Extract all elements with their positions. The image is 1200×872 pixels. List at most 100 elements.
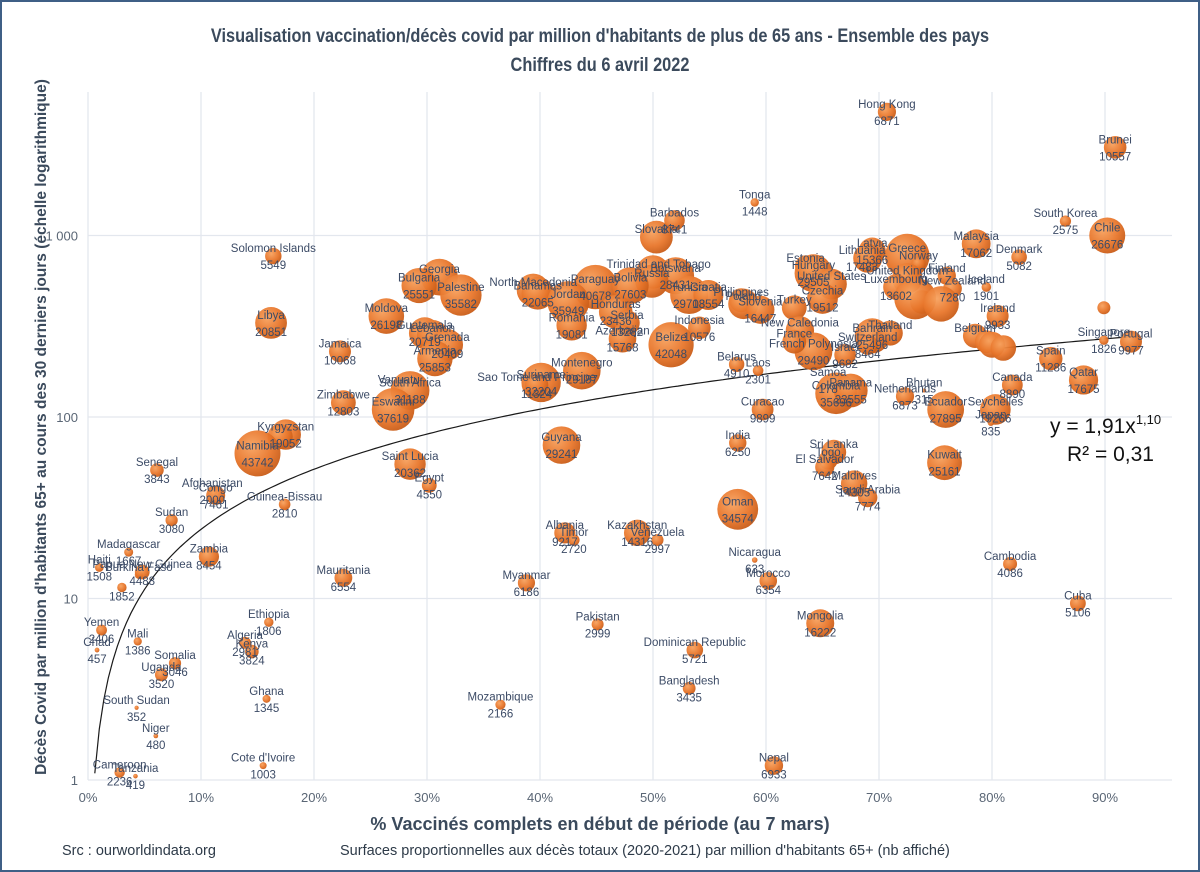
bubble-nicaragua[interactable] [751, 557, 758, 563]
bubble-tanzania[interactable] [133, 773, 138, 779]
bubble-senegal[interactable] [150, 463, 164, 477]
bubble-papua-new-guinea[interactable] [134, 564, 150, 580]
bubble-guinea-bissau[interactable] [278, 498, 291, 511]
bubble-austria[interactable] [923, 286, 959, 322]
bubble-bahamas[interactable] [521, 277, 555, 310]
bubble-sao-tome-and-principe[interactable] [524, 373, 549, 397]
bubble-ghana[interactable] [262, 694, 271, 703]
bubble-japan[interactable] [987, 419, 995, 426]
bubble-mongolia[interactable] [806, 609, 835, 638]
bubble-belize[interactable] [648, 322, 694, 368]
bubble-india[interactable] [729, 434, 747, 452]
bubble-somalia[interactable] [168, 657, 182, 670]
bubble-kuwait[interactable] [927, 445, 962, 481]
bubble-ethiopia[interactable] [264, 617, 274, 627]
bubble-mali[interactable] [133, 637, 142, 646]
bubble-saint-lucia[interactable] [394, 448, 426, 480]
bubble-indonesia[interactable] [688, 316, 711, 340]
bubble-laos[interactable] [752, 365, 764, 376]
bubble-algeria[interactable] [239, 636, 252, 649]
bubble-venezuela[interactable] [651, 534, 664, 547]
bubble-netherlands[interactable] [895, 387, 915, 406]
bubble-qatar[interactable] [1068, 365, 1099, 395]
bubble-slovakia[interactable] [639, 220, 673, 254]
bubble-bolivia[interactable] [612, 267, 649, 304]
bubble-brunei[interactable] [1103, 136, 1127, 159]
bubble-slovenia[interactable] [746, 295, 775, 324]
bubble-congo[interactable] [206, 485, 226, 505]
bubble-netherlands-antilles-cluster[interactable] [990, 335, 1017, 361]
bubble-france[interactable] [782, 329, 807, 354]
bubble-spain[interactable] [1039, 346, 1063, 371]
bubble-namibia[interactable] [234, 430, 281, 477]
bubble-moldova[interactable] [368, 298, 405, 334]
bubble-seychelles[interactable] [980, 394, 1011, 425]
bubble-yemen[interactable] [96, 624, 107, 636]
bubble-papua-new-guinea-2[interactable] [117, 582, 127, 593]
bubble-cambodia[interactable] [1003, 556, 1018, 571]
bubble-cuba[interactable] [1069, 595, 1086, 612]
bubble-belarus[interactable] [728, 356, 745, 373]
bubble-egypt[interactable] [421, 477, 437, 493]
bubble-malaysia[interactable] [961, 229, 991, 259]
bubble-nepal[interactable] [764, 756, 784, 775]
bubble-turkey[interactable] [781, 295, 807, 321]
bubble-chile[interactable] [1089, 217, 1126, 254]
bubble-canada[interactable] [1001, 374, 1023, 396]
bubble-bhutan[interactable] [922, 388, 927, 393]
bubble-palestine[interactable] [440, 274, 482, 316]
bubble-dominican-republic[interactable] [686, 641, 704, 659]
bubble-solomon-islands[interactable] [265, 247, 282, 265]
bubble-cote-d-ivoire[interactable] [259, 762, 267, 770]
bubble-south-sudan[interactable] [134, 705, 139, 710]
bubble-panama[interactable] [833, 373, 868, 408]
bubble-switzerland[interactable] [857, 334, 878, 355]
bubble-kazakhstan[interactable] [623, 519, 651, 547]
bubble-croatia[interactable] [693, 280, 724, 311]
bubble-thailand[interactable] [877, 320, 903, 346]
bubble-zimbabwe[interactable] [330, 390, 356, 416]
bubble-guyana[interactable] [542, 426, 581, 464]
bubble-ecuador[interactable] [927, 391, 965, 428]
bubble-morocco[interactable] [759, 572, 778, 590]
bubble-iceland[interactable] [981, 282, 992, 292]
bubble-el-salvador[interactable] [815, 457, 835, 477]
bubble-bulgaria[interactable] [401, 267, 437, 304]
bubble-uganda[interactable] [154, 668, 168, 682]
bubble-singapore-circle[interactable] [1097, 301, 1111, 315]
bubble-libya[interactable] [255, 306, 287, 339]
bubble-lithuania[interactable] [853, 243, 883, 273]
bubble-portugal[interactable] [1119, 330, 1142, 353]
bubble-mauritania[interactable] [334, 568, 353, 587]
bubble-singapore[interactable] [1099, 335, 1109, 345]
bubble-czechia[interactable] [807, 283, 838, 314]
bubble-madagascar[interactable] [124, 547, 134, 557]
bubble-myanmar[interactable] [517, 574, 536, 592]
bubble-niger[interactable] [153, 733, 159, 739]
bubble-ireland[interactable] [986, 305, 1009, 328]
bubble-eswatini[interactable] [371, 388, 415, 431]
bubble-tonga[interactable] [750, 198, 759, 207]
bubble-barbados[interactable] [664, 210, 685, 231]
bubble-zambia[interactable] [198, 546, 220, 567]
bubble-bangladesh[interactable] [682, 681, 696, 695]
bubble-south-korea[interactable] [1059, 215, 1072, 227]
bubble-montenegro[interactable] [563, 351, 601, 390]
bubble-armenia[interactable] [417, 340, 453, 377]
bubble-israel[interactable] [834, 344, 856, 366]
bubble-pakistan[interactable] [591, 618, 604, 631]
bubble-denmark[interactable] [1011, 249, 1027, 265]
bubble-cameroon[interactable] [114, 767, 125, 778]
bubble-kenya[interactable] [245, 644, 259, 659]
bubble-sudan[interactable] [165, 514, 178, 527]
bubble-curacao[interactable] [751, 398, 774, 421]
bubble-saudi-arabia[interactable] [858, 487, 878, 508]
bubble-romania[interactable] [556, 310, 587, 341]
bubble-timor[interactable] [568, 534, 580, 546]
bubble-haiti[interactable] [95, 563, 104, 572]
bubble-jamaica[interactable] [328, 340, 351, 363]
bubble-maldives[interactable] [840, 470, 868, 497]
bubble-oman[interactable] [717, 488, 759, 530]
bubble-azerbaijan[interactable] [608, 324, 637, 353]
bubble-hong-kong[interactable] [877, 102, 897, 121]
